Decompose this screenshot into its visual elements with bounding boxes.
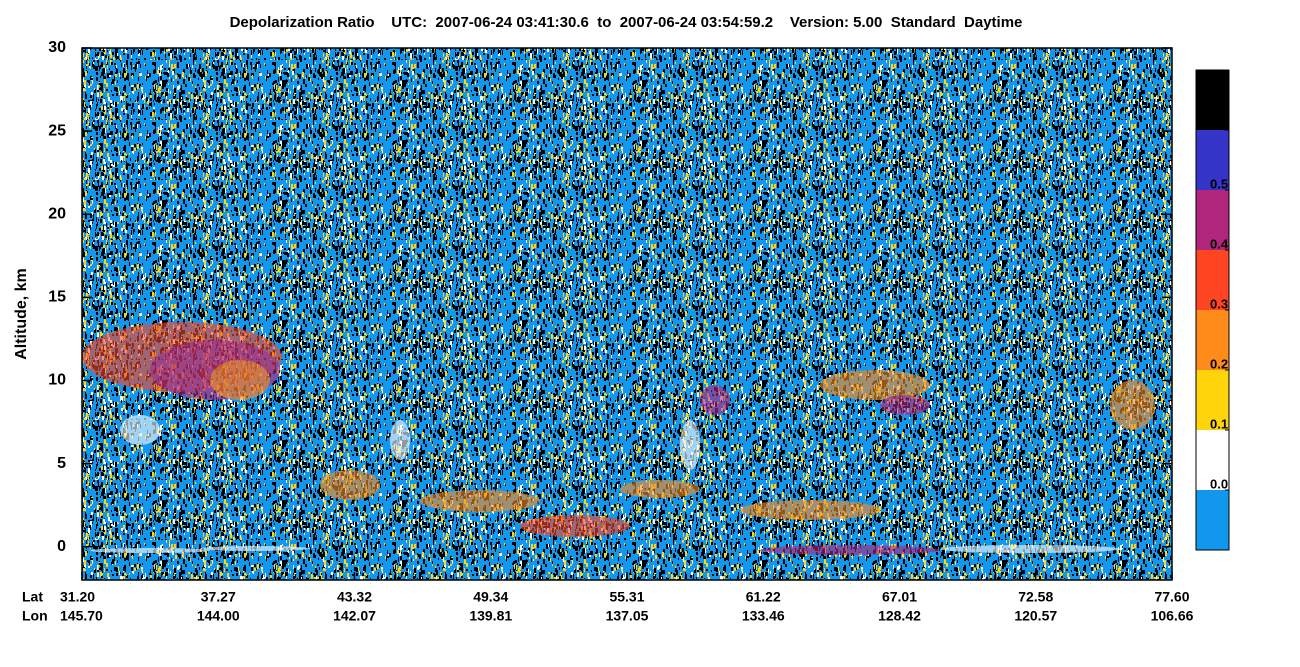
colorbar-label: 0.0	[1210, 476, 1228, 491]
lat-label: 67.01	[882, 589, 917, 605]
lat-label: 37.27	[201, 589, 236, 605]
cloud-blob	[940, 545, 1120, 553]
cloud-blob	[120, 415, 160, 445]
lat-label: 72.58	[1018, 589, 1053, 605]
cloud-blob	[320, 470, 380, 500]
lat-label: 61.22	[746, 589, 781, 605]
colorbar-label: 0.6	[1210, 116, 1228, 131]
x-row-label: Lat	[22, 589, 43, 605]
lat-label: 43.32	[337, 589, 372, 605]
cloud-blob	[390, 420, 410, 460]
colorbar-label: 0.4	[1210, 236, 1229, 251]
cloud-blob	[520, 515, 630, 537]
colorbar-label: 0.2	[1210, 356, 1228, 371]
colorbar-bin	[1196, 370, 1229, 430]
cloud-blob	[620, 480, 700, 498]
colorbar-bin	[1196, 250, 1229, 310]
colorbar-label: 0.3	[1210, 296, 1228, 311]
cloud-blob	[700, 385, 730, 415]
cloud-blob	[1110, 380, 1155, 430]
y-tick-label: 25	[48, 122, 66, 139]
lon-label: 144.00	[197, 608, 240, 624]
colorbar-bin	[1196, 430, 1229, 490]
cloud-blob	[90, 548, 210, 553]
chart-title: Depolarization Ratio UTC: 2007-06-24 03:…	[230, 14, 1023, 31]
lon-label: 139.81	[469, 608, 512, 624]
lat-label: 77.60	[1154, 589, 1189, 605]
plot-area	[82, 48, 1172, 580]
cloud-blob	[210, 360, 270, 400]
y-tick-label: 5	[57, 455, 66, 472]
colorbar-label: 0.1	[1210, 416, 1228, 431]
cloud-features	[82, 322, 1155, 555]
colorbar-bin	[1196, 190, 1229, 250]
colorbar-bin	[1196, 130, 1229, 190]
y-tick-label: 10	[48, 372, 66, 389]
y-tick-label: 0	[57, 538, 66, 555]
lat-label: 31.20	[60, 589, 95, 605]
cloud-blob	[820, 370, 930, 400]
lon-label: 128.42	[878, 608, 921, 624]
lat-label: 55.31	[609, 589, 644, 605]
lon-label: 142.07	[333, 608, 376, 624]
y-tick-label: 15	[48, 289, 66, 306]
colorbar-bin	[1196, 70, 1229, 130]
x-row-label: Lon	[22, 608, 48, 624]
lon-label: 133.46	[742, 608, 785, 624]
lat-label: 49.34	[473, 589, 508, 605]
lon-label: 137.05	[606, 608, 649, 624]
y-tick-label: 20	[48, 205, 66, 222]
lon-label: 106.66	[1151, 608, 1194, 624]
lon-label: 120.57	[1014, 608, 1057, 624]
signal-texture	[82, 48, 1172, 580]
lon-label: 145.70	[60, 608, 103, 624]
cloud-blob	[740, 500, 880, 520]
colorbar-bin	[1196, 490, 1229, 550]
colorbar-label: 0.5	[1210, 176, 1228, 191]
colorbar-bin	[1196, 310, 1229, 370]
y-tick-label: 30	[48, 39, 66, 56]
cloud-blob	[760, 545, 940, 555]
y-axis-label: Altitude, km	[13, 268, 30, 360]
cloud-blob	[880, 395, 930, 415]
cloud-blob	[200, 546, 310, 551]
cloud-blob	[420, 490, 540, 512]
cloud-blob	[680, 420, 700, 470]
